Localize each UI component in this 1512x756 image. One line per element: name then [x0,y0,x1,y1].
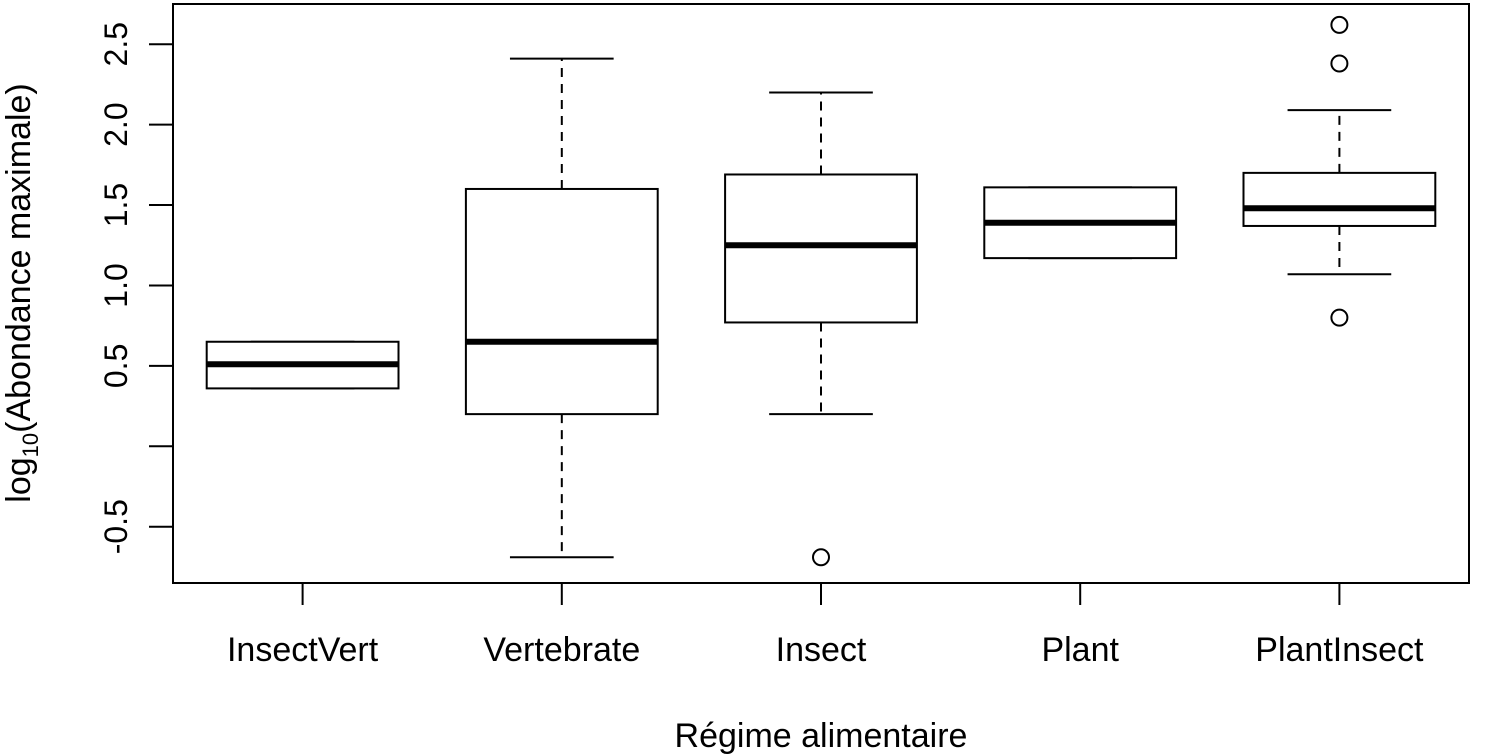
box [724,173,918,324]
box-group [724,91,918,567]
plot-marks [205,15,1437,567]
outlier-point [812,548,830,567]
box-group [1242,15,1437,327]
y-axis-title-prefix: log [0,457,38,502]
x-axis-title: Régime alimentaire [675,717,968,755]
x-tick-label: PlantInsect [1255,631,1424,669]
x-axis: InsectVert Vertebrate Insect Plant PlantInse… [227,583,1424,669]
y-tick-label: -0.5 [98,499,134,554]
y-axis-title-subscript: 10 [18,433,43,457]
outlier-point [1330,308,1349,327]
y-axis-title-suffix: (Abondance maximale) [0,83,38,433]
y-tick-label: 2.5 [98,22,134,66]
outlier-point [1330,15,1349,34]
y-tick-label: 2.0 [98,102,134,146]
box-group [205,340,400,390]
x-tick-label: Vertebrate [483,631,640,669]
box [464,187,659,416]
y-axis-title: log10(Abondance maximale) [0,83,43,502]
box-group [464,57,659,559]
y-tick-label: 1.5 [98,183,134,227]
y-tick-label: 1.0 [98,263,134,307]
x-tick-label: Insect [776,631,867,669]
y-tick-label: 0.5 [98,344,134,388]
box [1242,171,1437,227]
x-tick-label: Plant [1041,631,1119,669]
box-group [983,186,1178,260]
y-axis: -0.5 0.5 1.0 1.5 2.0 2.5 [98,22,173,554]
x-tick-label: InsectVert [227,631,379,669]
outlier-point [1330,54,1349,73]
